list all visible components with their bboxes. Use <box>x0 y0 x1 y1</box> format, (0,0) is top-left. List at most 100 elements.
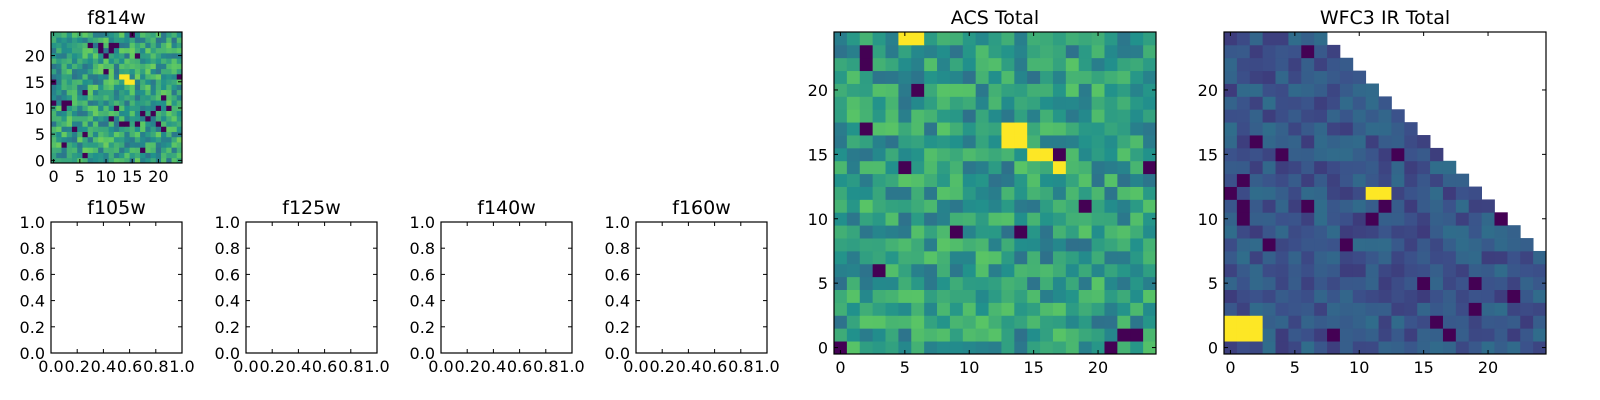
heatmap-cell <box>113 142 120 148</box>
heatmap-cell <box>1001 173 1015 187</box>
heatmap-cell <box>1065 315 1080 329</box>
heatmap-cell <box>846 122 861 136</box>
heatmap-cell <box>962 83 977 97</box>
heatmap-cell <box>1417 250 1431 265</box>
heatmap-cell <box>51 126 57 132</box>
heatmap-cell <box>988 44 1002 59</box>
heatmap-cell <box>82 32 89 38</box>
heatmap-cell <box>1027 263 1041 278</box>
heatmap-cell <box>51 136 57 143</box>
heatmap-cell <box>1507 315 1521 329</box>
axes-frame <box>50 31 183 164</box>
heatmap-cell <box>1533 315 1547 329</box>
heatmap-cell <box>161 89 167 96</box>
heatmap-cell <box>1339 263 1354 278</box>
heatmap-cell <box>61 115 68 122</box>
heatmap-cell <box>1065 302 1080 316</box>
heatmap-cell <box>1027 96 1041 110</box>
heatmap-cell <box>1417 135 1431 149</box>
heatmap-cell <box>1430 250 1444 265</box>
heatmap-cell <box>1091 70 1105 84</box>
heatmap-cell <box>1275 199 1289 213</box>
heatmap-cell <box>1327 96 1341 110</box>
heatmap-cell <box>92 63 99 70</box>
heatmap-cell <box>161 37 167 43</box>
heatmap-cell <box>119 73 125 80</box>
heatmap-cell <box>140 32 146 38</box>
heatmap-cell <box>155 47 162 54</box>
heatmap-cell <box>872 212 886 226</box>
heatmap-cell <box>937 225 951 239</box>
heatmap-cell <box>1468 250 1482 265</box>
heatmap-cell <box>1052 212 1067 226</box>
heatmap-cell <box>1091 225 1105 239</box>
heatmap-cell <box>1481 263 1495 278</box>
heatmap-cell <box>962 315 977 329</box>
heatmap-cell <box>113 157 120 164</box>
heatmap-cell <box>846 289 861 303</box>
heatmap-cell <box>134 152 141 159</box>
heatmap-cell <box>1040 328 1054 342</box>
heatmap-cell <box>1224 238 1238 252</box>
heatmap-cell <box>155 100 162 106</box>
heatmap-cell <box>962 32 977 46</box>
heatmap-cell <box>924 263 938 278</box>
heatmap-cell <box>924 212 938 226</box>
heatmap-cell <box>1249 57 1264 72</box>
heatmap-cell <box>171 142 178 148</box>
heatmap-cell <box>846 328 861 342</box>
heatmap-cell <box>1288 225 1302 239</box>
heatmap-cell <box>119 157 125 164</box>
heatmap-cell <box>975 122 989 136</box>
heatmap-cell <box>145 100 151 106</box>
heatmap-cell <box>82 68 89 75</box>
heatmap-cell <box>56 110 62 117</box>
heatmap-cell <box>949 186 964 200</box>
heatmap-cell <box>1014 212 1028 226</box>
heatmap-cell <box>1378 199 1392 213</box>
heatmap-cell <box>140 136 146 143</box>
heatmap-cell <box>988 302 1002 316</box>
heatmap-cell <box>119 136 125 143</box>
heatmap-cell <box>1378 315 1392 329</box>
heatmap-cell <box>1327 225 1341 239</box>
heatmap-cell <box>140 73 146 80</box>
heatmap-cell <box>1481 289 1495 303</box>
heatmap-cell <box>1352 302 1367 316</box>
heatmap-cell <box>124 89 130 96</box>
heatmap-cell <box>1404 250 1418 265</box>
heatmap-cell <box>150 126 157 132</box>
heatmap-cell <box>1314 147 1328 162</box>
heatmap-cell <box>150 147 157 153</box>
heatmap-cell <box>155 73 162 80</box>
heatmap-cell <box>92 142 99 148</box>
heatmap-cell <box>924 225 938 239</box>
heatmap-cell <box>176 121 183 127</box>
heatmap-cell <box>1468 225 1482 239</box>
heatmap-cell <box>1352 225 1367 239</box>
heatmap-cell <box>1533 302 1547 316</box>
heatmap-cell <box>103 89 110 96</box>
heatmap-cell <box>1339 289 1354 303</box>
heatmap-cell <box>859 225 874 239</box>
heatmap-cell <box>1288 212 1302 226</box>
heatmap-cell <box>1065 160 1080 175</box>
heatmap-cell <box>1314 302 1328 316</box>
x-tick-label: 0.2 <box>649 357 674 376</box>
heatmap-cell <box>846 238 861 252</box>
heatmap-cell <box>1378 238 1392 252</box>
heatmap-cell <box>1455 315 1470 329</box>
heatmap-cell <box>166 32 172 38</box>
heatmap-cell <box>108 58 115 64</box>
heatmap-cell <box>1352 186 1367 200</box>
heatmap-cell <box>1224 32 1238 46</box>
heatmap-cell <box>1224 302 1238 316</box>
heatmap-cell <box>166 73 172 80</box>
heatmap-cell <box>82 94 89 101</box>
heatmap-cell <box>1001 109 1015 123</box>
heatmap-cell <box>113 37 120 43</box>
heatmap-cell <box>98 47 104 54</box>
heatmap-cell <box>161 126 167 132</box>
heatmap-cell <box>898 212 912 226</box>
heatmap-cell <box>1507 302 1521 316</box>
